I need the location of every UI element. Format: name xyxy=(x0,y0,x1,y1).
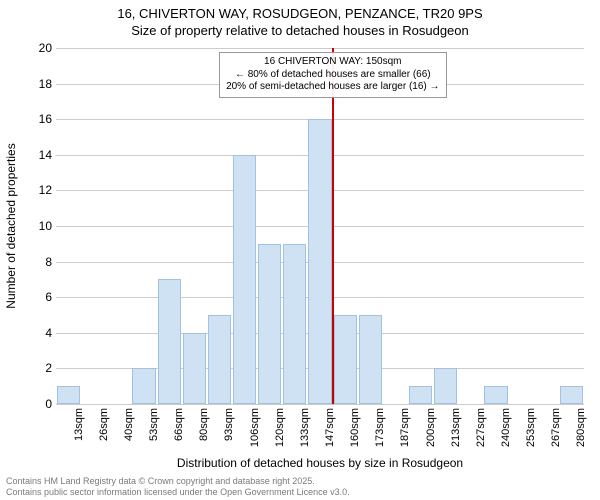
gridline xyxy=(56,404,584,405)
histogram-bar xyxy=(409,386,432,404)
x-tick-label: 106sqm xyxy=(249,408,261,447)
histogram-bar xyxy=(434,368,457,404)
x-tick-label: 187sqm xyxy=(399,408,411,447)
x-tick-label: 80sqm xyxy=(198,408,210,441)
gridline xyxy=(56,48,584,49)
legend-box: 16 CHIVERTON WAY: 150sqm ← 80% of detach… xyxy=(219,52,446,98)
histogram-bar xyxy=(334,315,357,404)
y-tick-label: 2 xyxy=(28,361,52,375)
y-tick-label: 6 xyxy=(28,290,52,304)
footer-line-1: Contains HM Land Registry data © Crown c… xyxy=(6,476,350,487)
titles: 16, CHIVERTON WAY, ROSUDGEON, PENZANCE, … xyxy=(0,0,600,40)
x-tick-label: 66sqm xyxy=(173,408,185,441)
legend-line-3: 20% of semi-detached houses are larger (… xyxy=(226,81,439,94)
x-tick-label: 267sqm xyxy=(550,408,562,447)
x-tick-label: 133sqm xyxy=(299,408,311,447)
x-tick-label: 147sqm xyxy=(324,408,336,447)
plot-area: 16 CHIVERTON WAY: 150sqm ← 80% of detach… xyxy=(56,48,584,404)
histogram-bar xyxy=(158,279,181,404)
legend-line-1: 16 CHIVERTON WAY: 150sqm xyxy=(226,56,439,69)
x-tick-label: 173sqm xyxy=(374,408,386,447)
x-tick-label: 13sqm xyxy=(73,408,85,441)
histogram-bar xyxy=(208,315,231,404)
chart-container: 16, CHIVERTON WAY, ROSUDGEON, PENZANCE, … xyxy=(0,0,600,500)
y-tick-label: 4 xyxy=(28,326,52,340)
x-tick-label: 160sqm xyxy=(349,408,361,447)
x-tick-label: 93sqm xyxy=(223,408,235,441)
histogram-bar xyxy=(132,368,155,404)
x-tick-label: 240sqm xyxy=(500,408,512,447)
x-tick-label: 40sqm xyxy=(123,408,135,441)
legend-line-2: ← 80% of detached houses are smaller (66… xyxy=(226,69,439,82)
reference-line xyxy=(332,48,334,404)
y-tick-label: 0 xyxy=(28,397,52,411)
x-tick-label: 26sqm xyxy=(98,408,110,441)
x-tick-label: 213sqm xyxy=(450,408,462,447)
x-tick-label: 227sqm xyxy=(475,408,487,447)
title-line-2: Size of property relative to detached ho… xyxy=(0,23,600,40)
histogram-bar xyxy=(183,333,206,404)
histogram-bar xyxy=(359,315,382,404)
y-tick-label: 10 xyxy=(28,219,52,233)
title-line-1: 16, CHIVERTON WAY, ROSUDGEON, PENZANCE, … xyxy=(0,6,600,23)
histogram-bar xyxy=(233,155,256,404)
histogram-bar xyxy=(283,244,306,404)
y-axis-title: Number of detached properties xyxy=(4,143,18,308)
y-tick-label: 14 xyxy=(28,148,52,162)
y-tick-label: 18 xyxy=(28,77,52,91)
x-tick-label: 200sqm xyxy=(425,408,437,447)
y-tick-label: 8 xyxy=(28,255,52,269)
x-tick-label: 53sqm xyxy=(148,408,160,441)
x-tick-label: 253sqm xyxy=(525,408,537,447)
y-tick-label: 16 xyxy=(28,112,52,126)
x-axis-title: Distribution of detached houses by size … xyxy=(56,456,584,470)
histogram-bar xyxy=(57,386,80,404)
x-tick-label: 120sqm xyxy=(274,408,286,447)
histogram-bar xyxy=(560,386,583,404)
y-tick-label: 12 xyxy=(28,183,52,197)
x-tick-label: 280sqm xyxy=(575,408,587,447)
histogram-bar xyxy=(308,119,331,404)
y-tick-label: 20 xyxy=(28,41,52,55)
histogram-bar xyxy=(484,386,507,404)
footer: Contains HM Land Registry data © Crown c… xyxy=(6,476,350,498)
footer-line-2: Contains public sector information licen… xyxy=(6,487,350,498)
histogram-bar xyxy=(258,244,281,404)
